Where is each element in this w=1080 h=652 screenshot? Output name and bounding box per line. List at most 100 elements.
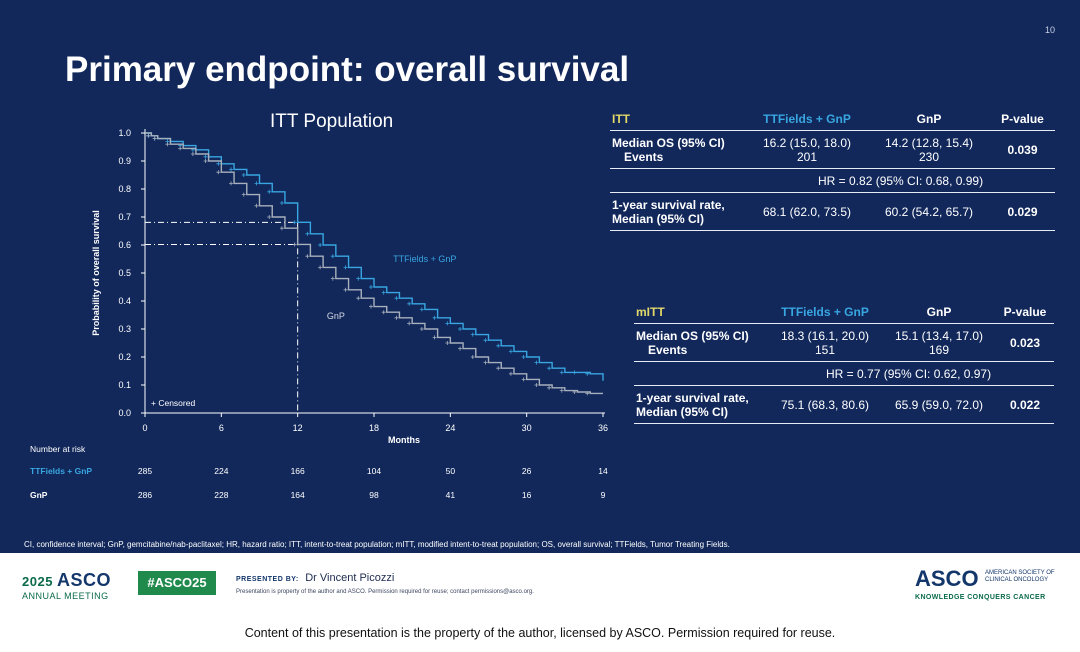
risk-value: 9 xyxy=(601,490,606,500)
censor-mark xyxy=(279,201,284,205)
survival-curves xyxy=(145,132,604,396)
censor-mark xyxy=(381,290,386,295)
y-tick-label: 1.0 xyxy=(118,128,131,138)
censor-mark xyxy=(547,366,552,371)
y-tick-label: 0.8 xyxy=(118,184,131,194)
censor-mark xyxy=(146,133,151,138)
mitt-header-arm-b: GnP xyxy=(882,301,996,324)
risk-value: 286 xyxy=(138,490,152,500)
brand-meeting: ANNUAL MEETING xyxy=(22,591,109,601)
censor-mark xyxy=(559,388,564,393)
series-label-ttfields: TTFields + GnP xyxy=(393,254,456,264)
censor-mark xyxy=(572,370,577,375)
censor-mark xyxy=(292,242,297,247)
censor-mark xyxy=(343,287,348,292)
presenter-name: Dr Vincent Picozzi xyxy=(305,572,395,584)
mitt-row1-arm-a: 18.3 (16.1, 20.0) 151 xyxy=(768,323,882,362)
censored-legend: + Censored xyxy=(151,398,195,408)
x-tick-label: 24 xyxy=(445,423,455,433)
risk-row-label: GnP xyxy=(30,490,48,500)
censor-mark xyxy=(496,343,501,348)
x-tick-label: 0 xyxy=(142,423,147,433)
y-tick-label: 0.4 xyxy=(118,296,131,306)
risk-value: 26 xyxy=(522,466,532,476)
censor-mark xyxy=(318,265,323,270)
censor-mark xyxy=(419,307,424,312)
series-label-gnp: GnP xyxy=(327,311,345,321)
series-labels: TTFields + GnP GnP + Censored xyxy=(151,254,456,408)
y-tick-label: 0.0 xyxy=(118,408,131,418)
mitt-header-label: mITT xyxy=(634,301,768,324)
censor-mark xyxy=(241,173,246,177)
censor-mark xyxy=(458,327,463,331)
censor-mark xyxy=(241,192,246,197)
x-tick-label: 36 xyxy=(598,423,608,433)
censor-mark xyxy=(318,243,323,247)
y-axis-title: Probability of overall survival xyxy=(91,210,101,336)
risk-value: 224 xyxy=(214,466,228,476)
mitt-row2-p: 0.022 xyxy=(996,385,1054,424)
censor-mark xyxy=(432,315,437,320)
censor-mark xyxy=(407,321,412,326)
y-tick-label: 0.3 xyxy=(118,324,131,334)
censor-mark xyxy=(356,296,361,301)
risk-table-header: Number at risk xyxy=(30,444,86,454)
mitt-row1-arm-b: 15.1 (13.4, 17.0) 169 xyxy=(882,323,996,362)
itt-row2-arm-b: 60.2 (54.2, 65.7) xyxy=(868,192,990,231)
censor-mark xyxy=(534,360,539,365)
km-curve-series-2 xyxy=(145,132,603,395)
censor-mark xyxy=(470,332,475,337)
censor-mark xyxy=(534,383,539,387)
mitt-row2-label: 1-year survival rate, Median (95% CI) xyxy=(634,385,768,424)
censor-mark xyxy=(381,310,386,315)
mitt-row1-label: Median OS (95% CI) Events xyxy=(634,323,768,362)
itt-row2-arm-a: 68.1 (62.0, 73.5) xyxy=(746,192,868,231)
censor-mark xyxy=(267,215,272,219)
censor-mark xyxy=(508,371,513,376)
y-tick-label: 0.9 xyxy=(118,156,131,166)
censor-mark xyxy=(394,315,399,320)
slide-number: 10 xyxy=(1045,25,1056,35)
risk-value: 98 xyxy=(369,490,379,500)
censor-mark xyxy=(394,296,399,301)
x-tick-label: 6 xyxy=(219,423,224,433)
censor-mark xyxy=(229,181,234,186)
itt-row1-p: 0.039 xyxy=(990,130,1055,169)
itt-row1-label: Median OS (95% CI) Events xyxy=(610,130,746,169)
reference-lines xyxy=(145,221,299,413)
risk-value: 41 xyxy=(446,490,456,500)
ticks: 0.0 0.1 0.2 0.3 0.4 0.5 0.6 0.7 0.8 0.9 1.0 0 6 12 18 2… xyxy=(118,128,608,445)
asco-society-logo: ASCO AMERICAN SOCIETY OF CLINICAL ONCOLOG… xyxy=(915,566,1055,601)
censor-mark xyxy=(165,142,170,147)
censor-mark xyxy=(305,231,310,236)
censor-mark xyxy=(216,161,221,166)
censor-mark xyxy=(190,152,195,156)
censor-mark xyxy=(203,159,208,163)
censor-mark xyxy=(508,349,513,354)
censor-mark xyxy=(369,304,373,309)
brand-year: 2025 xyxy=(22,574,53,589)
risk-value: 228 xyxy=(214,490,228,500)
presented-by: PRESENTED BY: Dr Vincent Picozzi xyxy=(236,572,394,584)
censor-mark xyxy=(419,327,424,331)
y-tick-label: 0.1 xyxy=(118,380,131,390)
y-tick-label: 0.7 xyxy=(118,212,131,222)
censor-mark xyxy=(572,390,577,394)
censor-mark xyxy=(254,181,259,186)
slide: 10 Primary endpoint: overall survival IT… xyxy=(0,0,1080,553)
y-axis-title: Probability of overall survival xyxy=(91,210,101,336)
x-axis-title: Months xyxy=(388,435,420,445)
censor-mark xyxy=(178,146,183,151)
censor-mark xyxy=(279,226,284,231)
censor-mark xyxy=(152,136,157,141)
risk-value: 104 xyxy=(367,466,381,476)
presented-by-label: PRESENTED BY: xyxy=(236,576,299,583)
censor-mark xyxy=(470,355,475,359)
censor-mark xyxy=(547,385,552,390)
itt-row1-arm-b: 14.2 (12.8, 15.4) 230 xyxy=(868,130,990,169)
mitt-header-arm-a: TTFields + GnP xyxy=(768,301,882,324)
mitt-row2-arm-b: 65.9 (59.0, 72.0) xyxy=(882,385,996,424)
risk-value: 50 xyxy=(446,466,456,476)
itt-header-label: ITT xyxy=(610,108,746,131)
censor-mark xyxy=(216,170,221,175)
